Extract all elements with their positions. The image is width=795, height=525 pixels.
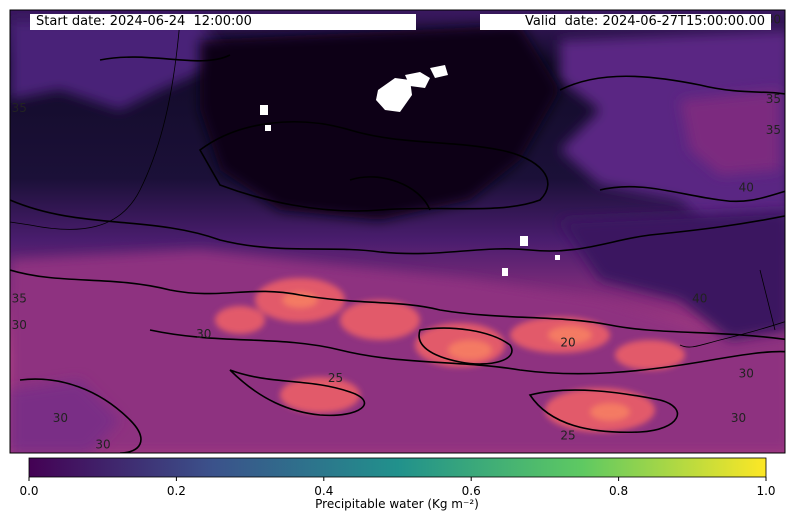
contour-label: 30	[731, 411, 746, 425]
colorbar-tick-label: 0.0	[19, 484, 38, 498]
map-frame	[9, 9, 786, 454]
contour-label: 20	[560, 336, 575, 350]
field-region-upper-left	[10, 20, 230, 110]
colorbar-tick-label: 0.6	[462, 484, 481, 498]
contour-label: 30	[95, 438, 110, 452]
contour-label: 30	[53, 411, 68, 425]
colorbar-tick-label: 0.8	[609, 484, 628, 498]
field-region-dry-core	[200, 25, 560, 220]
contour-label: 40	[739, 181, 754, 195]
coastlines	[10, 19, 785, 348]
contour-label: 35	[766, 123, 781, 137]
field-region-lower-left	[10, 380, 120, 453]
contour-label: 30	[196, 327, 211, 341]
contour-label: 25	[328, 371, 343, 385]
colorbar-tick-label: 1.0	[756, 484, 775, 498]
start-date-label: Start date: 2024-06-24 12:00:00	[30, 14, 416, 30]
contour-label: 30	[739, 367, 754, 381]
missing-data-patches	[260, 65, 560, 276]
contour-label: 25	[560, 429, 575, 443]
field-region-upper-right-moist	[680, 90, 780, 175]
colorbar-tick-label: 0.2	[167, 484, 186, 498]
contour-lines	[10, 54, 785, 453]
contour-label: 35	[12, 291, 27, 305]
contour-label: 35	[12, 101, 27, 115]
contour-label: 35	[766, 92, 781, 106]
field-region-right-tongue	[560, 210, 785, 340]
valid-date-label: Valid date: 2024-06-27T15:00:00.00	[480, 14, 771, 30]
colorbar-tick-label: 0.4	[314, 484, 333, 498]
field-region-peak-moisture	[282, 292, 630, 421]
colorbar-ticks: 0.0 0.2 0.4 0.6 0.8 1.0	[19, 477, 776, 498]
contour-label: 30	[12, 318, 27, 332]
colorbar-gradient	[28, 457, 767, 478]
colorbar: 0.0 0.2 0.4 0.6 0.8 1.0 Precipitable water (K…	[19, 457, 776, 511]
colorbar-label: Precipitable water (Kg m⁻²)	[315, 497, 479, 511]
contour-label: 40	[692, 291, 707, 305]
